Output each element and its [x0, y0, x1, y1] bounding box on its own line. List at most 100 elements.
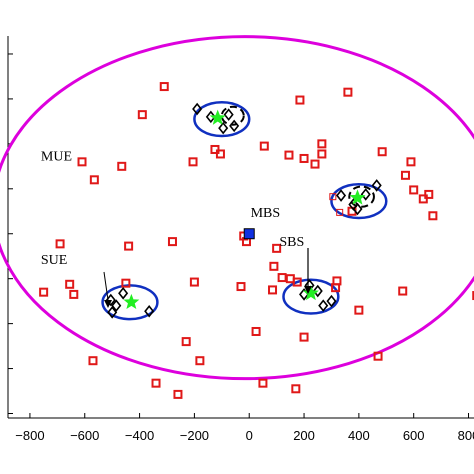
sbs-leader-arrowhead — [304, 286, 312, 294]
sue-point — [218, 121, 229, 135]
mue-point — [317, 149, 327, 159]
mue-point — [117, 161, 127, 171]
annotation-mue: MUE — [41, 150, 72, 165]
mue-point — [215, 149, 225, 159]
sue-point — [360, 188, 371, 201]
inner-dashed-ring — [220, 105, 245, 126]
mue-point — [398, 286, 408, 296]
mue-point — [373, 351, 383, 361]
mue-point — [472, 291, 474, 301]
sue-point — [205, 110, 216, 124]
mue-point — [89, 175, 99, 185]
mue-layer — [39, 82, 474, 399]
mue-point — [331, 283, 341, 293]
x-tick-label: 200 — [293, 428, 315, 443]
sue-point — [229, 119, 240, 133]
annotation-sue: SUE — [41, 253, 67, 268]
mue-point — [137, 110, 147, 120]
mue-point — [295, 95, 305, 105]
sbs-point — [349, 189, 366, 205]
sbs-point — [209, 109, 226, 125]
station-layer — [123, 109, 366, 310]
mue-point — [329, 193, 337, 201]
mue-point — [173, 389, 183, 399]
sue-leader-line — [103, 271, 109, 301]
x-tick-label: 400 — [348, 428, 370, 443]
mue-point — [336, 208, 344, 216]
mue-point — [418, 194, 428, 204]
sue-point — [144, 304, 155, 318]
mue-point — [77, 157, 87, 167]
macro-cell-boundary — [0, 35, 474, 381]
mue-point — [88, 356, 98, 366]
mue-point — [299, 332, 309, 342]
mue-point — [277, 273, 287, 283]
mue-point — [189, 277, 199, 287]
x-tick-label: 600 — [403, 428, 425, 443]
x-tick-label: −200 — [180, 428, 209, 443]
annotation-mbs: MBS — [251, 206, 281, 221]
mue-point — [299, 153, 309, 163]
mue-point — [377, 147, 387, 157]
annotation-layer: MUE MBS SUE SBS — [41, 150, 312, 308]
mue-point — [269, 261, 279, 271]
mue-point — [195, 356, 205, 366]
mue-point — [121, 278, 131, 288]
mue-point — [343, 87, 353, 97]
mue-point — [251, 326, 261, 336]
mue-point — [272, 243, 282, 253]
mue-point — [406, 157, 416, 167]
axes — [7, 36, 474, 419]
sue-point — [192, 102, 203, 116]
mue-point — [124, 241, 134, 251]
small-cell-boundary — [330, 183, 388, 220]
sbs-point — [123, 293, 140, 310]
mue-point — [317, 139, 327, 149]
mbs-point — [243, 228, 255, 240]
mue-point — [292, 277, 302, 287]
small-cell-layer — [101, 101, 388, 321]
x-tick-label: −400 — [125, 428, 154, 443]
mue-point — [409, 185, 419, 195]
mue-point — [236, 282, 246, 292]
mue-point — [400, 170, 410, 180]
x-tick-labels: −800 −600 −400 −200 0 200 400 600 800 — [15, 428, 474, 443]
x-tick-label: 0 — [246, 428, 253, 443]
mue-point — [291, 384, 301, 394]
sue-point — [318, 299, 329, 312]
mue-point — [69, 289, 79, 299]
sue-point — [371, 179, 382, 192]
mue-point — [65, 279, 75, 289]
macro-cell-layer — [0, 35, 474, 381]
sue-point — [326, 294, 337, 308]
small-cell-boundary — [193, 101, 251, 138]
mue-point — [354, 305, 364, 315]
mue-point — [159, 82, 169, 92]
mue-point — [151, 378, 161, 388]
mue-point — [259, 141, 269, 151]
x-tick-label: −600 — [70, 428, 99, 443]
sue-point — [118, 287, 129, 300]
mue-point — [167, 237, 177, 247]
mue-point — [181, 337, 191, 347]
mue-point — [310, 159, 320, 169]
mue-point — [428, 211, 438, 221]
annotation-sbs: SBS — [279, 235, 304, 250]
mue-point — [258, 378, 268, 388]
sue-point — [348, 198, 359, 211]
x-tick-label: 800 — [458, 428, 474, 443]
sue-point — [107, 306, 118, 319]
small-cell-boundary — [282, 278, 340, 315]
mue-point — [55, 239, 65, 249]
sue-point — [223, 108, 234, 121]
mue-point — [268, 285, 278, 295]
inner-dashed-ring — [348, 185, 375, 208]
mue-point — [39, 287, 49, 297]
sue-point — [336, 189, 347, 202]
sbs-point — [302, 284, 319, 301]
sue-point — [312, 284, 323, 298]
mue-point — [188, 157, 198, 167]
sue-leader-arrowhead — [104, 300, 112, 308]
mue-point — [284, 150, 294, 160]
